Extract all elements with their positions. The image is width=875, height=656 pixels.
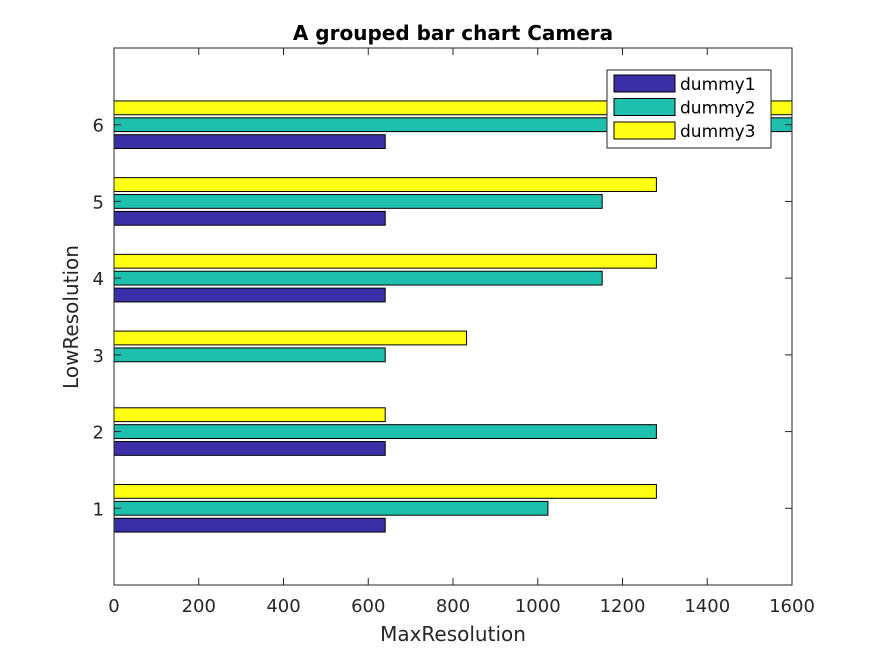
- y-tick-label: 1: [93, 499, 104, 520]
- ticks-layer: 0 200 400 600 800 1000 1200 1400 1600 1 2 3 4 5 6: [93, 48, 815, 617]
- legend-label-dummy2: dummy2: [680, 99, 756, 119]
- bar-dummy3-cat-4: [113, 253, 657, 269]
- y-tick-label: 2: [93, 423, 104, 444]
- bar-dummy3-cat-3: [113, 330, 468, 346]
- x-tick-label: 0: [108, 596, 119, 617]
- bar-dummy3-cat-2: [113, 407, 386, 423]
- bar-dummy1-cat-5: [113, 210, 386, 226]
- bars-layer: [113, 100, 793, 533]
- legend-swatch-dummy1: [613, 74, 676, 93]
- legend-swatch-dummy2: [613, 98, 676, 116]
- y-tick-label: 4: [93, 269, 104, 290]
- bar-dummy2-cat-3: [113, 347, 386, 363]
- x-tick-label: 600: [351, 596, 385, 617]
- legend: dummy1 dummy2 dummy3: [606, 69, 772, 149]
- bar-dummy2-cat-5: [113, 194, 603, 209]
- legend-label-dummy3: dummy3: [680, 122, 756, 142]
- bar-dummy2-cat-1: [113, 500, 549, 516]
- x-tick-label: 1600: [769, 596, 815, 617]
- x-tick-label: 400: [266, 596, 300, 617]
- x-tick-label: 1000: [515, 596, 561, 617]
- y-tick-label: 3: [93, 346, 104, 367]
- chart-title: A grouped bar chart Camera: [293, 21, 613, 45]
- bar-dummy3-cat-5: [113, 177, 657, 192]
- x-tick-label: 1200: [600, 596, 646, 617]
- bar-dummy1-cat-2: [113, 441, 386, 456]
- bar-dummy2-cat-2: [113, 424, 657, 439]
- x-axis-title: MaxResolution: [380, 622, 526, 646]
- bar-dummy1-cat-6: [113, 134, 386, 149]
- x-tick-label: 1400: [684, 596, 730, 617]
- bar-dummy1-cat-1: [113, 517, 386, 533]
- y-tick-label: 5: [93, 192, 104, 213]
- bar-dummy3-cat-1: [113, 484, 657, 499]
- legend-label-dummy1: dummy1: [680, 75, 756, 95]
- y-axis-title: LowResolution: [59, 245, 83, 389]
- y-tick-label: 6: [93, 116, 104, 137]
- bar-dummy2-cat-4: [113, 270, 603, 286]
- x-tick-label: 200: [182, 596, 216, 617]
- bar-dummy1-cat-4: [113, 287, 386, 303]
- x-tick-label: 800: [436, 596, 470, 617]
- legend-swatch-dummy3: [613, 121, 676, 140]
